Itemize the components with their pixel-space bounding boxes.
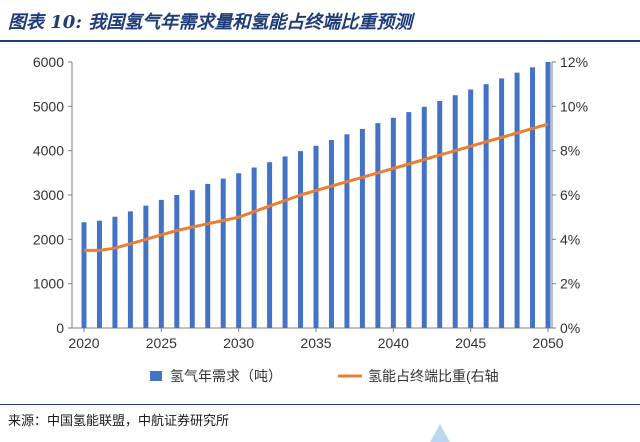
bar — [298, 151, 304, 328]
bar — [390, 117, 396, 328]
bar — [406, 112, 412, 328]
x-tick-label: 2035 — [300, 335, 331, 351]
bar — [452, 95, 458, 328]
x-tick-label: 2025 — [146, 335, 177, 351]
bar — [174, 195, 180, 328]
y-right-tick-label: 4% — [560, 231, 580, 247]
source-divider — [0, 404, 640, 405]
y-left-tick-label: 6000 — [33, 54, 64, 70]
x-tick-label: 2020 — [68, 335, 99, 351]
bar — [143, 205, 149, 328]
x-tick-label: 2050 — [532, 335, 563, 351]
legend-bar-swatch — [150, 371, 162, 381]
bar — [205, 183, 211, 328]
watermark-logo — [420, 420, 460, 442]
y-right-tick-label: 0% — [560, 320, 580, 336]
bar — [189, 190, 195, 328]
bar — [313, 145, 319, 328]
combo-chart: 0 1000 2000 3000 4000 5000 6000 0% 2% 4% 6% 8% 10% 12… — [33, 54, 588, 384]
y-left-tick-label: 2000 — [33, 231, 64, 247]
bar — [514, 72, 520, 328]
bar — [96, 220, 102, 328]
x-tick-label: 2030 — [223, 335, 254, 351]
y-right-tick-label: 10% — [560, 98, 588, 114]
bar — [220, 178, 226, 328]
x-tick-label: 2040 — [378, 335, 409, 351]
y-right-tick-label: 12% — [560, 54, 588, 70]
title-bar: 图表 10: 我国氢气年需求量和氢能占终端比重预测 — [0, 0, 640, 42]
y-left-tick-label: 3000 — [33, 187, 64, 203]
y-left-tick-label: 0 — [56, 320, 64, 336]
bar — [344, 134, 350, 328]
bar — [267, 162, 273, 328]
bar — [421, 106, 427, 328]
bar — [530, 67, 536, 328]
bar — [81, 222, 87, 328]
bar — [251, 167, 257, 328]
source-note: 来源：中国氢能联盟，中航证券研究所 — [8, 414, 230, 429]
bar — [158, 199, 164, 328]
bar — [499, 78, 505, 328]
bar — [236, 173, 242, 328]
y-left-tick-label: 5000 — [33, 98, 64, 114]
bar — [282, 156, 288, 328]
x-tick-label: 2045 — [455, 335, 486, 351]
bar — [359, 128, 365, 328]
line-series — [84, 122, 549, 252]
legend-line-label: 氢能占终端比重(右轴 — [368, 368, 499, 384]
bar — [483, 84, 489, 328]
bar — [468, 89, 474, 328]
y-left-tick-label: 1000 — [33, 276, 64, 292]
bar — [545, 62, 551, 328]
chart-title: 图表 10: 我国氢气年需求量和氢能占终端比重预测 — [8, 12, 413, 33]
bar — [375, 123, 381, 329]
bar — [127, 211, 133, 328]
y-right-tick-label: 6% — [560, 187, 580, 203]
bar — [437, 101, 443, 328]
legend-bar-label: 氢气年需求（吨） — [170, 368, 282, 384]
bar — [328, 140, 334, 328]
y-right-tick-label: 2% — [560, 276, 580, 292]
bar — [112, 216, 118, 328]
y-left-tick-label: 4000 — [33, 143, 64, 159]
y-right-tick-label: 8% — [560, 143, 580, 159]
